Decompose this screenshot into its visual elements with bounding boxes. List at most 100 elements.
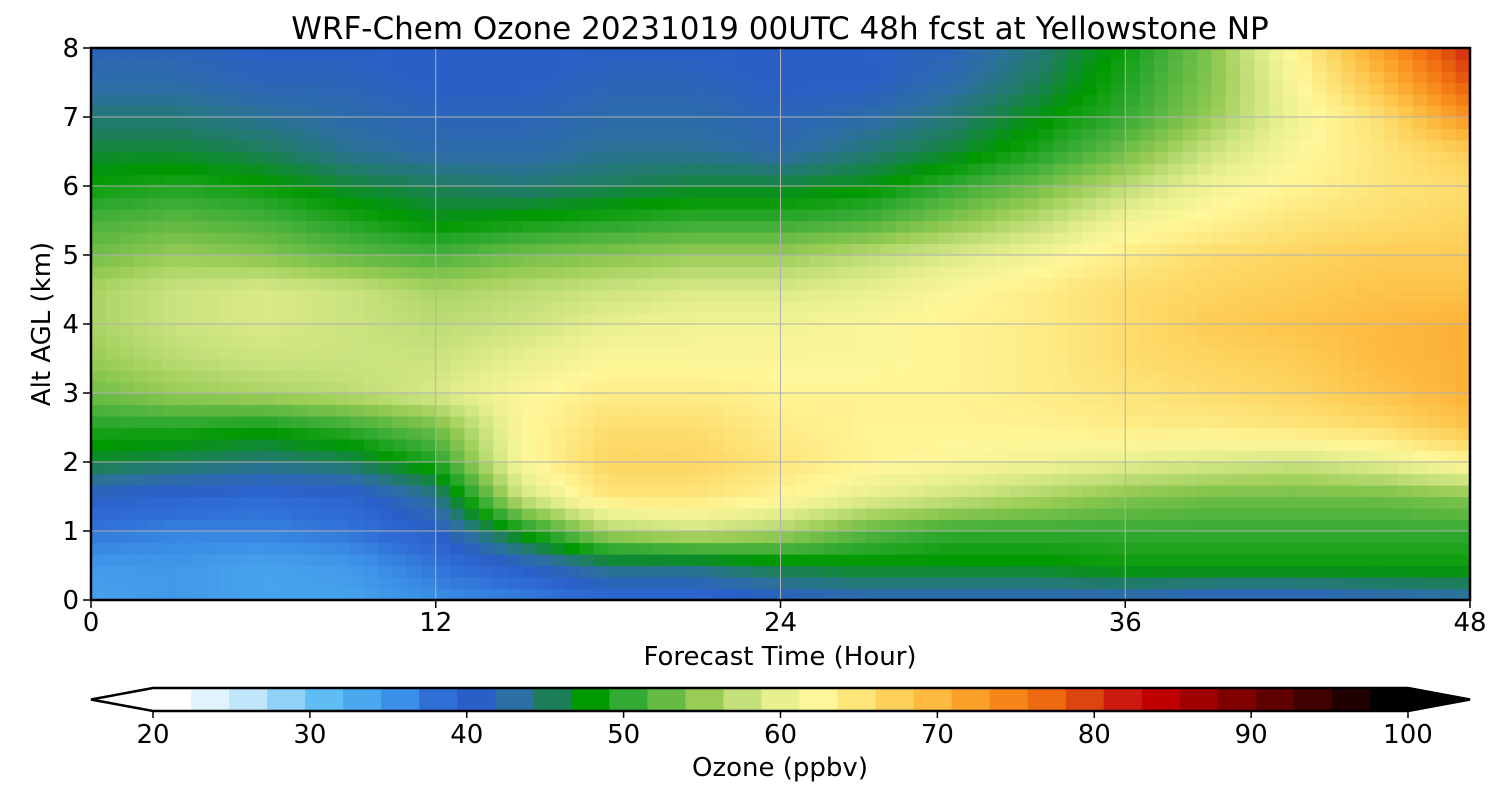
colorbar-swatch: [1331, 688, 1371, 711]
heatmap-cell: [1082, 565, 1098, 578]
heatmap-cell: [1182, 140, 1198, 153]
heatmap-cell: [1010, 289, 1026, 302]
heatmap-cell: [1211, 542, 1227, 555]
heatmap-cell: [464, 519, 480, 532]
heatmap-cell: [794, 232, 810, 245]
heatmap-cell: [478, 485, 494, 498]
heatmap-cell: [478, 393, 494, 406]
heatmap-cell: [263, 117, 279, 130]
heatmap-cell: [737, 531, 753, 544]
heatmap-cell: [723, 554, 739, 567]
heatmap-cell: [421, 278, 437, 291]
heatmap-cell: [1168, 151, 1184, 164]
heatmap-cell: [651, 301, 667, 314]
heatmap-cell: [881, 393, 897, 406]
heatmap-cell: [205, 82, 221, 95]
heatmap-cell: [622, 243, 638, 256]
heatmap-cell: [191, 496, 207, 509]
heatmap-cell: [177, 301, 193, 314]
heatmap-cell: [1297, 232, 1313, 245]
heatmap-cell: [134, 312, 150, 325]
heatmap-cell: [751, 151, 767, 164]
heatmap-cell: [478, 266, 494, 279]
heatmap-cell: [1110, 128, 1126, 141]
heatmap-cell: [450, 508, 466, 521]
heatmap-cell: [277, 531, 293, 544]
heatmap-cell: [1225, 186, 1241, 199]
heatmap-cell: [450, 381, 466, 394]
heatmap-cell: [1326, 496, 1342, 509]
colorbar-extend-low: [91, 688, 153, 711]
heatmap-cell: [1412, 324, 1428, 337]
heatmap-cell: [1398, 151, 1414, 164]
heatmap-cell: [320, 117, 336, 130]
heatmap-cell: [1053, 289, 1069, 302]
heatmap-cell: [1398, 232, 1414, 245]
heatmap-cell: [1211, 94, 1227, 107]
x-tick-label: 36: [1109, 608, 1142, 638]
heatmap-cell: [766, 404, 782, 417]
heatmap-cell: [1455, 565, 1471, 578]
heatmap-cell: [148, 209, 164, 222]
heatmap-cell: [1024, 243, 1040, 256]
heatmap-cell: [1426, 542, 1442, 555]
heatmap-cell: [967, 312, 983, 325]
heatmap-cell: [1096, 59, 1112, 72]
heatmap-cell: [134, 588, 150, 601]
heatmap-cell: [995, 485, 1011, 498]
heatmap-cell: [881, 347, 897, 360]
heatmap-cell: [464, 197, 480, 210]
heatmap-cell: [263, 163, 279, 176]
heatmap-cell: [1240, 48, 1256, 61]
heatmap-cell: [967, 554, 983, 567]
heatmap-cell: [895, 508, 911, 521]
heatmap-cell: [478, 508, 494, 521]
heatmap-cell: [234, 117, 250, 130]
heatmap-cell: [737, 416, 753, 429]
heatmap-cell: [1053, 462, 1069, 475]
heatmap-cell: [435, 82, 451, 95]
heatmap-cell: [837, 473, 853, 486]
heatmap-cell: [837, 335, 853, 348]
heatmap-cell: [938, 519, 954, 532]
heatmap-cell: [363, 117, 379, 130]
heatmap-cell: [191, 381, 207, 394]
heatmap-cell: [1398, 140, 1414, 153]
heatmap-cell: [1039, 255, 1055, 268]
heatmap-cell: [579, 542, 595, 555]
heatmap-cell: [1153, 335, 1169, 348]
heatmap-cell: [1211, 48, 1227, 61]
heatmap-cell: [493, 347, 509, 360]
heatmap-cell: [1125, 554, 1141, 567]
heatmap-cell: [1369, 324, 1385, 337]
heatmap-cell: [952, 71, 968, 84]
heatmap-cell: [852, 266, 868, 279]
heatmap-cell: [565, 174, 580, 187]
heatmap-cell: [593, 163, 609, 176]
heatmap-cell: [1340, 335, 1356, 348]
heatmap-cell: [809, 496, 825, 509]
heatmap-cell: [967, 105, 983, 118]
heatmap-cell: [277, 232, 293, 245]
heatmap-cell: [1067, 404, 1083, 417]
heatmap-cell: [1311, 71, 1327, 84]
heatmap-cell: [679, 542, 695, 555]
heatmap-cell: [378, 577, 394, 590]
heatmap-cell: [766, 496, 782, 509]
heatmap-cell: [852, 381, 868, 394]
heatmap-cell: [435, 485, 451, 498]
heatmap-cell: [464, 232, 480, 245]
heatmap-cell: [1067, 163, 1083, 176]
heatmap-cell: [895, 450, 911, 463]
heatmap-cell: [306, 496, 322, 509]
heatmap-cell: [895, 358, 911, 371]
heatmap-cell: [881, 542, 897, 555]
heatmap-cell: [349, 531, 365, 544]
heatmap-cell: [407, 186, 422, 199]
heatmap-cell: [909, 542, 925, 555]
heatmap-cell: [378, 404, 394, 417]
heatmap-cell: [1311, 565, 1327, 578]
heatmap-cell: [162, 554, 178, 567]
heatmap-cell: [1197, 450, 1213, 463]
heatmap-cell: [737, 197, 753, 210]
